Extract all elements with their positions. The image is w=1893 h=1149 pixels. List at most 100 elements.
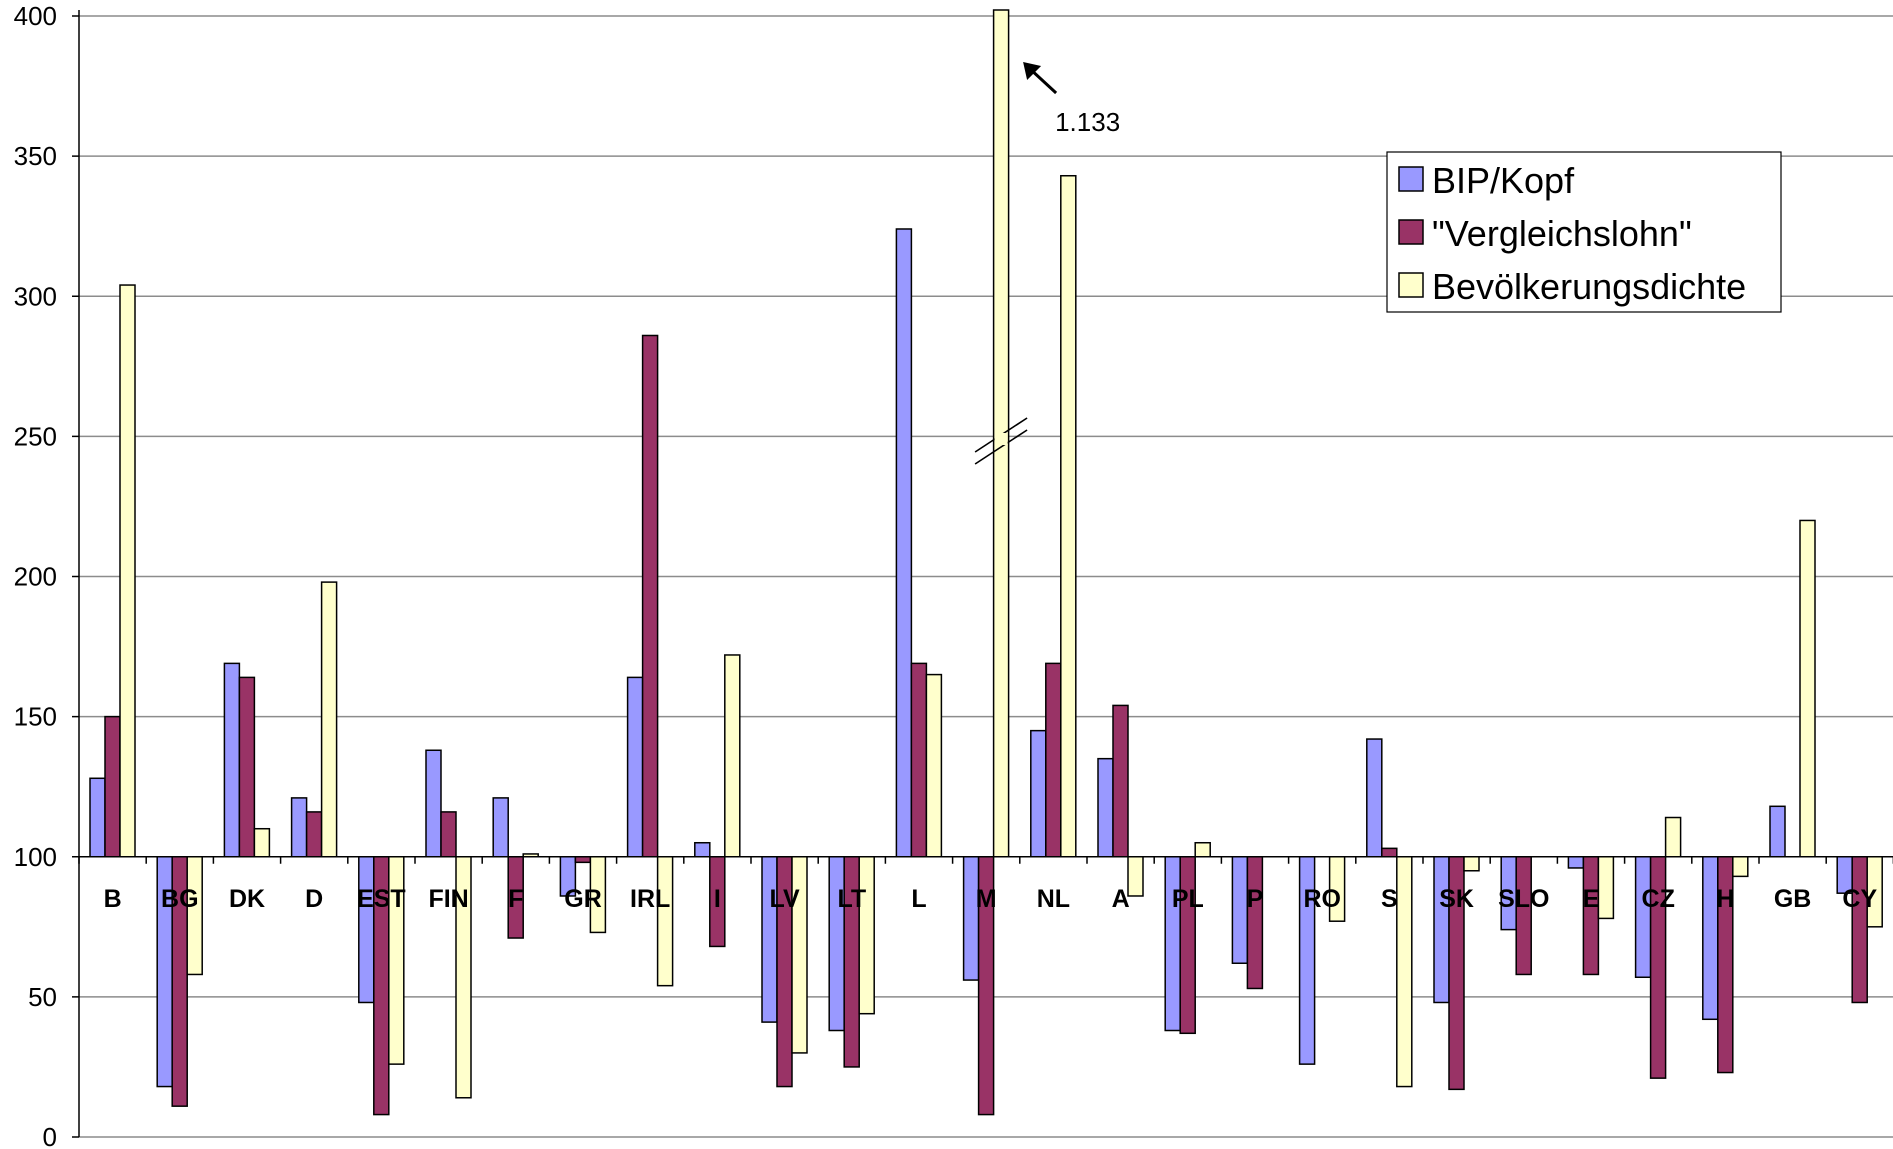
legend-label: "Vergleichslohn" <box>1432 213 1692 254</box>
annotation-label: 1.133 <box>1055 107 1120 137</box>
bar-L-2 <box>910 662 928 858</box>
y-tick-label: 0 <box>43 1122 57 1149</box>
bar-S-2 <box>1381 847 1398 858</box>
bar-L-3 <box>925 673 943 858</box>
bar-E-3 <box>1597 856 1615 920</box>
bar-CY-2 <box>1851 856 1868 1004</box>
bar-DK-3 <box>253 827 271 858</box>
bar-SLO-2 <box>1515 856 1532 976</box>
bar-A-2 <box>1112 704 1129 858</box>
bar-GB-3 <box>1799 519 1816 858</box>
x-tick-label: FIN <box>428 885 468 913</box>
bar-SK-1 <box>1433 856 1450 1004</box>
bar-E-1 <box>1567 856 1585 869</box>
bar-P-1 <box>1231 856 1249 964</box>
bar-H-1 <box>1702 856 1719 1021</box>
x-tick-label: LV <box>770 885 800 913</box>
x-tick-label: SK <box>1439 885 1474 913</box>
x-tick-label: BG <box>161 885 199 913</box>
x-tick-label: SLO <box>1498 885 1549 913</box>
bar-A-3 <box>1127 856 1144 897</box>
bar-BG-3 <box>186 856 203 976</box>
legend-label: BIP/Kopf <box>1432 160 1575 201</box>
bar-IRL-2 <box>641 334 659 858</box>
bar-EST-1 <box>358 856 375 1004</box>
y-tick-label: 300 <box>14 281 57 311</box>
x-tick-label: GB <box>1774 885 1812 913</box>
y-tick-labels: 0 50 100 150 200 250 300 350 400 <box>14 1 57 1149</box>
bar-CZ-1 <box>1634 856 1652 979</box>
x-tick-label: I <box>714 885 721 913</box>
annotation-arrow-head <box>1023 62 1042 80</box>
legend-swatch <box>1398 219 1424 245</box>
bar-B-3 <box>119 284 136 858</box>
bar-NL-1 <box>1030 729 1047 858</box>
bar-IRL-3 <box>656 856 674 987</box>
y-tick-label: 350 <box>14 141 57 171</box>
bar-P-2 <box>1246 856 1264 990</box>
x-tick-label: PL <box>1172 885 1204 913</box>
x-tick-label: L <box>911 885 926 913</box>
annotation: 1.133 <box>1023 62 1120 137</box>
bar-I-3 <box>724 654 741 858</box>
bar-I-1 <box>694 841 711 858</box>
legend-swatch <box>1398 166 1424 192</box>
x-tick-label: LT <box>837 885 866 913</box>
x-tick-labels: B BG DK D EST FIN F GR IRL I LV LT L M NL A PL P RO S SK SLO E… <box>104 885 1878 913</box>
break-gap <box>994 433 1008 445</box>
bar-M-1 <box>962 856 980 981</box>
legend-label: Bevölkerungsdichte <box>1432 266 1746 307</box>
bar-CZ-3 <box>1664 816 1682 858</box>
x-tick-label: D <box>305 885 323 913</box>
bar-A-1 <box>1097 757 1114 858</box>
x-tick-label: CY <box>1842 885 1877 913</box>
legend: BIP/Kopf "Vergleichslohn" Bevölkerungsdich… <box>1386 151 1782 313</box>
bar-D-1 <box>290 797 308 858</box>
y-tick-label: 250 <box>14 421 57 451</box>
bar-B-1 <box>89 777 106 858</box>
bar-PL-2 <box>1179 856 1196 1035</box>
y-tick-label: 400 <box>14 1 57 31</box>
x-tick-label: RO <box>1303 885 1341 913</box>
x-tick-label: H <box>1716 885 1734 913</box>
bar-NL-2 <box>1045 662 1062 858</box>
bar-DK-1 <box>223 662 241 858</box>
bar-FIN-1 <box>425 749 442 858</box>
bar-LV-1 <box>761 856 778 1023</box>
bar-LT-3 <box>858 856 875 1015</box>
bar-IRL-1 <box>626 676 644 858</box>
bar-H-3 <box>1732 856 1749 878</box>
x-tick-label: CZ <box>1642 885 1675 913</box>
bar-S-1 <box>1366 738 1383 858</box>
bar-GR-2 <box>574 856 592 864</box>
legend-box <box>1386 151 1782 313</box>
bar-PL-1 <box>1164 856 1181 1032</box>
x-tick-label: GR <box>564 885 602 913</box>
y-tick-label: 200 <box>14 562 57 592</box>
bar-GB-1 <box>1769 805 1786 858</box>
axes <box>72 10 1893 1138</box>
y-tick-label: 150 <box>14 702 57 732</box>
x-tick-label: EST <box>357 885 406 913</box>
x-tick-label: M <box>976 885 997 913</box>
bar-SK-3 <box>1463 856 1480 872</box>
bar-L-1 <box>895 228 913 858</box>
x-tick-label: B <box>104 885 122 913</box>
y-tick-label: 50 <box>28 982 57 1012</box>
x-tick-label: NL <box>1037 885 1070 913</box>
break-mark <box>974 429 1028 465</box>
bar-FIN-2 <box>440 811 457 858</box>
annotation-arrow-line <box>1029 67 1058 95</box>
y-tick-label: 100 <box>14 842 57 872</box>
bar-LT-1 <box>828 856 845 1032</box>
x-tick-label: IRL <box>630 885 670 913</box>
legend-swatch <box>1398 272 1424 298</box>
bar-D-2 <box>305 811 323 858</box>
bar-DK-2 <box>238 676 256 858</box>
x-tick-label: F <box>508 885 523 913</box>
x-tick-label: A <box>1112 885 1130 913</box>
bar-F-1 <box>492 797 509 858</box>
bar-PL-3 <box>1194 841 1211 858</box>
bar-B-2 <box>104 715 121 858</box>
